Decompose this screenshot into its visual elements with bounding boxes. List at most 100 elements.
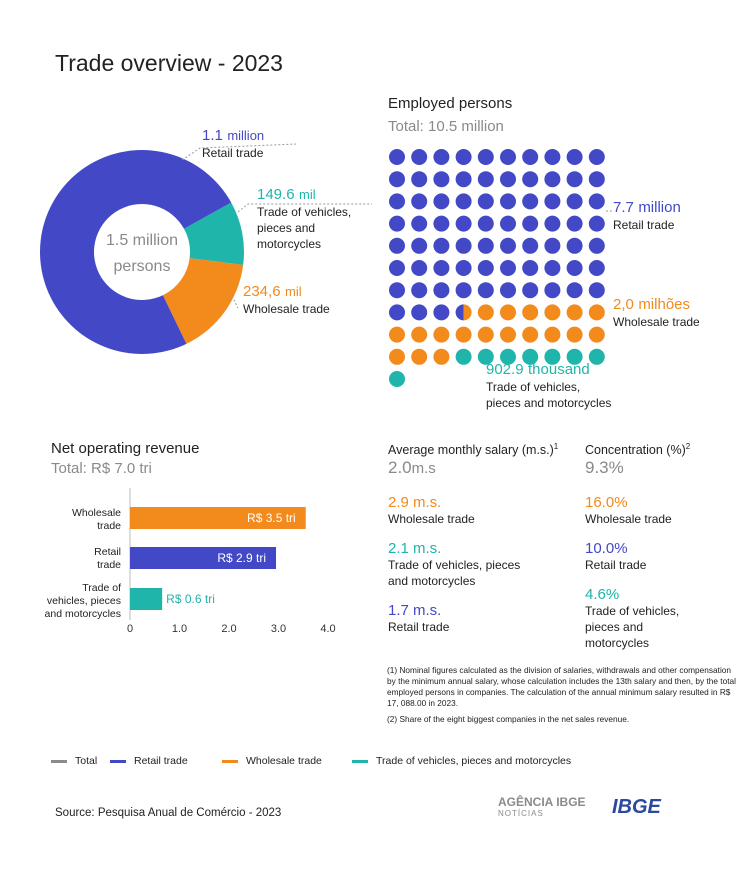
x-tick-3: 3.0 bbox=[271, 623, 286, 635]
donut-slice-1 bbox=[183, 202, 244, 265]
waffle-dot-vehicles bbox=[566, 348, 583, 365]
waffle-dot-retail bbox=[566, 260, 583, 276]
waffle-dot-vehicles bbox=[455, 348, 472, 365]
retail-persons-unit: million bbox=[227, 128, 265, 143]
waffle-retail-name: Retail trade bbox=[613, 218, 675, 232]
bar-label-vehicles-2: vehicles, pieces bbox=[46, 595, 121, 607]
waffle-dot-retail bbox=[455, 215, 472, 232]
leader-vehicles bbox=[237, 203, 372, 213]
waffle-label-vehicles: 902.9 thousand Trade of vehicles, pieces… bbox=[486, 361, 611, 411]
waffle-dot-retail bbox=[500, 260, 516, 276]
waffle-dot-retail bbox=[544, 237, 561, 254]
concentration-vehicles-line-1: Trade of vehicles, bbox=[585, 604, 680, 618]
waffle-dot-retail bbox=[544, 215, 561, 232]
bar-label-wholesale: Wholesale trade bbox=[11, 507, 121, 533]
waffle-dot-retail bbox=[566, 282, 583, 299]
concentration-vehicles-line-3: motorcycles bbox=[585, 636, 650, 650]
waffle-retail-value: 7.7 bbox=[613, 199, 634, 216]
donut-center-line-2: persons bbox=[113, 258, 171, 275]
waffle-dot-retail bbox=[477, 260, 494, 276]
concentration-total: 9.3% bbox=[585, 458, 624, 477]
waffle-dot-retail bbox=[500, 282, 516, 299]
waffle-dot-retail bbox=[477, 193, 494, 210]
employed-title: Employed persons bbox=[388, 95, 513, 112]
legend-wholesale: Wholesale trade bbox=[222, 755, 322, 767]
vehicles-persons-value: 149.6 bbox=[257, 186, 295, 203]
waffle-dot-retail bbox=[477, 171, 494, 188]
waffle-dot-retail bbox=[588, 149, 605, 165]
legend-total-swatch bbox=[51, 759, 67, 763]
bar-value-label-2: R$ 0.6 tri bbox=[166, 592, 215, 606]
leader-retail bbox=[181, 143, 297, 161]
salary-total-value: 2.0 bbox=[388, 458, 412, 477]
waffle-dot-retail bbox=[455, 171, 472, 188]
revenue-bar-chart: R$ 3.5 tri R$ 2.9 tri R$ 0.6 tri 0 1.0 2.0 3.0… bbox=[127, 488, 336, 635]
x-tick-2: 2.0 bbox=[221, 623, 236, 635]
waffle-dot-retail bbox=[566, 193, 583, 210]
waffle-dot-retail bbox=[389, 215, 405, 232]
waffle-dot-retail bbox=[500, 215, 516, 232]
donut-center-label: 1.5 million persons bbox=[94, 228, 190, 280]
waffle-dot-retail bbox=[433, 215, 450, 232]
waffle-dot-wholesale bbox=[433, 348, 450, 365]
revenue-total: Total: R$ 7.0 tri bbox=[51, 460, 152, 477]
waffle-dot-wholesale bbox=[522, 304, 539, 321]
waffle-dot-vehicles bbox=[544, 348, 561, 365]
waffle-dot-retail bbox=[544, 282, 561, 299]
waffle-dot-retail bbox=[588, 215, 605, 232]
waffle-dot-retail bbox=[389, 237, 405, 254]
donut-label-wholesale: 234,6 mil Wholesale trade bbox=[243, 283, 330, 317]
waffle-dot-retail bbox=[522, 260, 539, 276]
salary-wholesale: 2.9 m.s. Wholesale trade bbox=[388, 494, 475, 527]
waffle-dot-wholesale bbox=[500, 326, 516, 343]
salary-title-text: Average monthly salary (m.s.) bbox=[388, 443, 554, 458]
waffle-dot-wholesale bbox=[433, 326, 450, 343]
concentration-wholesale-value: 16.0% bbox=[585, 494, 628, 511]
agencia-logo-text: AGÊNCIA IBGE bbox=[498, 795, 586, 809]
waffle-dot-retail bbox=[411, 193, 428, 210]
concentration-retail: 10.0% Retail trade bbox=[585, 540, 646, 573]
waffle-dot-wholesale bbox=[477, 304, 494, 321]
waffle-dot-wholesale bbox=[500, 304, 516, 321]
x-tick-1: 1.0 bbox=[172, 623, 187, 635]
waffle-dot-retail bbox=[477, 149, 494, 165]
waffle-dot-retail bbox=[433, 193, 450, 210]
waffle-dot-retail bbox=[389, 149, 405, 165]
bar-label-retail-1: Retail bbox=[94, 546, 121, 558]
concentration-vehicles-value: 4.6% bbox=[585, 586, 620, 603]
bar-2 bbox=[130, 588, 163, 610]
waffle-dot-wholesale bbox=[477, 326, 494, 343]
waffle-dot-retail bbox=[544, 193, 561, 210]
salary-total-unit: m.s bbox=[411, 460, 436, 477]
waffle-dot-wholesale bbox=[544, 326, 561, 343]
waffle-dot-vehicles bbox=[588, 348, 605, 365]
footnote-2: (2) Share of the eight biggest companies… bbox=[387, 714, 630, 724]
concentration-vehicles-line-2: pieces and bbox=[585, 620, 644, 634]
footnotes: (1) Nominal figures calculated as the di… bbox=[387, 665, 737, 730]
waffle-dot-vehicles bbox=[389, 371, 405, 387]
waffle-dot-retail bbox=[522, 193, 539, 210]
salary-vehicles: 2.1 m.s. Trade of vehicles, pieces and m… bbox=[388, 540, 520, 589]
x-tick-4: 4.0 bbox=[320, 623, 335, 635]
vehicles-persons-line-3: motorcycles bbox=[257, 237, 322, 251]
donut-chart bbox=[39, 143, 612, 387]
waffle-dot-wholesale bbox=[389, 326, 405, 343]
legend-retail: Retail trade bbox=[110, 755, 188, 767]
salary-wholesale-value: 2.9 m.s. bbox=[388, 494, 442, 511]
concentration-title-text: Concentration (%) bbox=[585, 443, 686, 458]
salary-retail: 1.7 m.s. Retail trade bbox=[388, 602, 449, 635]
donut-slice-2 bbox=[162, 258, 244, 344]
bar-0 bbox=[130, 507, 306, 529]
waffle-dot-wholesale bbox=[544, 304, 561, 321]
footnote-1: (1) Nominal figures calculated as the di… bbox=[387, 665, 736, 708]
wholesale-persons-value: 234,6 bbox=[243, 283, 281, 300]
waffle-dot-wholesale bbox=[455, 326, 472, 343]
waffle-dot-retail bbox=[544, 260, 561, 276]
salary-wholesale-name: Wholesale trade bbox=[388, 512, 475, 526]
waffle-vehicles-line-2: pieces and motorcycles bbox=[486, 396, 612, 410]
waffle-dot-retail bbox=[500, 149, 516, 165]
waffle-dot-retail bbox=[588, 171, 605, 188]
waffle-dot-retail bbox=[477, 282, 494, 299]
concentration-retail-value: 10.0% bbox=[585, 540, 628, 557]
bar-label-wholesale-2: trade bbox=[97, 520, 121, 532]
